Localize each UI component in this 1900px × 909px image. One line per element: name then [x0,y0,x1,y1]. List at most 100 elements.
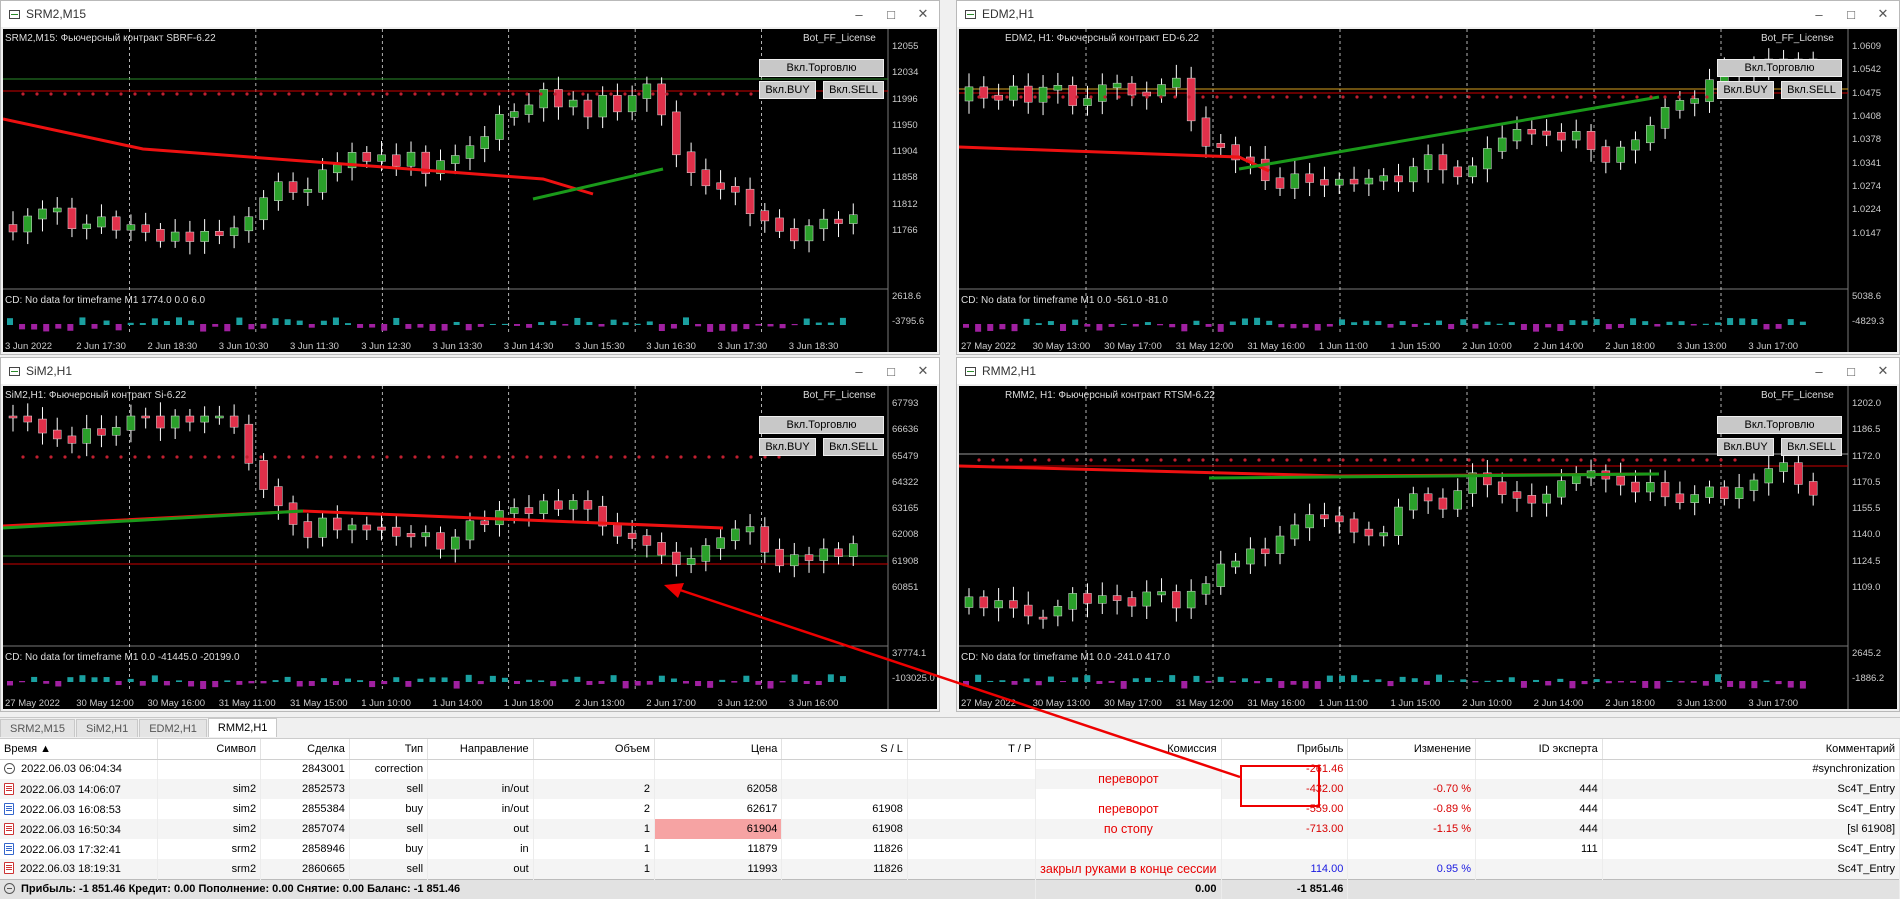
maximize-icon[interactable]: □ [1847,6,1855,22]
tab-sim2-h1[interactable]: SiM2,H1 [76,719,139,737]
close-icon[interactable]: ✕ [1877,363,1889,378]
price-chart[interactable]: EDM2, H1: Фьючерсный контракт ED-6.22 Bo… [959,29,1897,352]
signal-dot [357,455,361,459]
histogram-bar [1484,680,1491,682]
minimize-icon[interactable]: – [855,6,863,22]
close-icon[interactable]: ✕ [917,6,929,21]
histogram-bar [67,324,74,331]
window-titlebar[interactable]: RMM2,H1 – □ ✕ [957,358,1899,384]
table-row[interactable]: 2022.06.03 18:19:31 srm2 2860665 sell ou… [0,859,1900,879]
candle [1512,491,1522,499]
col-time[interactable]: Время ▲ [0,739,158,760]
window-titlebar[interactable]: SRM2,M15 – □ ✕ [1,1,939,27]
col-deal[interactable]: Сделка [260,739,350,760]
enable-buy-button[interactable]: Вкл.BUY [759,438,816,456]
candle [1009,85,1018,101]
signal-dot [1103,95,1107,99]
chart-window-srm2[interactable]: SRM2,M15 – □ ✕ SRM2,M15: Фьючерсный конт… [0,0,940,355]
window-titlebar[interactable]: EDM2,H1 – □ ✕ [957,1,1899,27]
close-icon[interactable]: ✕ [1877,6,1889,21]
col-price[interactable]: Цена [654,739,783,760]
maximize-icon[interactable]: □ [1847,363,1855,379]
window-titlebar[interactable]: SiM2,H1 – □ ✕ [1,358,939,384]
col-type[interactable]: Тип [349,739,429,760]
candle [568,500,578,510]
enable-buy-button[interactable]: Вкл.BUY [1717,438,1774,456]
candle [303,521,313,538]
histogram-bar [1436,320,1443,325]
sell-deal-icon [4,782,14,795]
enable-trading-button[interactable]: Вкл.Торговлю [1717,416,1842,434]
histogram-bar [91,677,98,682]
tab-srm2-m15[interactable]: SRM2,M15 [0,719,76,737]
chart-window-rmm2[interactable]: RMM2,H1 – □ ✕ RMM2, H1: Фьючерсный контр… [956,357,1900,712]
price-chart[interactable]: RMM2, H1: Фьючерсный контракт RTSM-6.22 … [959,386,1897,709]
table-row[interactable]: 2022.06.03 16:50:34 sim2 2857074 sell ou… [0,819,1900,839]
candle [627,532,637,539]
col-profit[interactable]: Прибыль [1221,739,1349,760]
chart-window-sim2[interactable]: SiM2,H1 – □ ✕ SiM2,H1: Фьючерсный контра… [0,357,940,712]
enable-trading-button[interactable]: Вкл.Торговлю [1717,59,1842,77]
enable-sell-button[interactable]: Вкл.SELL [1781,81,1842,99]
enable-trading-button[interactable]: Вкл.Торговлю [759,59,884,77]
enable-trading-button[interactable]: Вкл.Торговлю [759,416,884,434]
candle [583,99,593,118]
enable-sell-button[interactable]: Вкл.SELL [823,438,884,456]
histogram-bar [1254,681,1261,684]
time-tick: 2 Jun 13:00 [575,698,625,709]
minimize-icon[interactable]: – [1815,6,1823,22]
tab-rmm2-h1[interactable]: RMM2,H1 [207,718,278,737]
histogram-bar [405,324,412,329]
table-row[interactable]: 2022.06.03 17:32:41 srm2 2858946 buy in … [0,839,1900,859]
histogram-bar [1508,322,1515,325]
histogram-bar [308,681,315,686]
col-change[interactable]: Изменение [1347,739,1477,760]
candle [1246,548,1255,565]
col-expert-id[interactable]: ID эксперта [1475,739,1603,760]
col-volume[interactable]: Объем [533,739,655,760]
price-tick: 1.0341 [1852,157,1882,169]
histogram-bar [248,324,255,330]
chart-window-edm2[interactable]: EDM2,H1 – □ ✕ EDM2, H1: Фьючерсный контр… [956,0,1900,355]
enable-sell-button[interactable]: Вкл.SELL [823,81,884,99]
close-icon[interactable]: ✕ [917,363,929,378]
col-comment[interactable]: Комментарий [1602,739,1900,760]
table-row[interactable]: 2022.06.03 06:04:34 2843001 correction -… [0,759,1900,779]
col-symbol[interactable]: Символ [157,739,262,760]
histogram-bar [1375,321,1382,325]
table-row[interactable]: 2022.06.03 16:08:53 sim2 2855384 buy in/… [0,799,1900,819]
candle [745,188,755,215]
table-row[interactable]: 2022.06.03 14:06:07 sim2 2852573 sell in… [0,769,1900,799]
enable-sell-button[interactable]: Вкл.SELL [1781,438,1842,456]
signal-dot [231,92,235,96]
candle [1157,84,1166,97]
col-tp[interactable]: T / P [907,739,1037,760]
signal-dot [1131,95,1135,99]
price-tick: 1.0224 [1852,204,1882,216]
tab-edm2-h1[interactable]: EDM2,H1 [139,719,207,737]
enable-buy-button[interactable]: Вкл.BUY [759,81,816,99]
price-chart[interactable]: SiM2,H1: Фьючерсный контракт Si-6.22 Bot… [3,386,937,709]
maximize-icon[interactable]: □ [887,6,895,22]
enable-buy-button[interactable]: Вкл.BUY [1717,81,1774,99]
col-direction[interactable]: Направление [427,739,534,760]
candle [964,596,974,608]
signal-dot [1159,458,1163,462]
histogram-bar [1775,324,1782,329]
candle [244,216,254,232]
signal-dot [1271,458,1275,462]
signal-dot [245,455,249,459]
time-tick: 31 May 11:00 [218,698,276,709]
histogram-bar [695,324,702,327]
price-chart[interactable]: SRM2,M15: Фьючерсный контракт SBRF-6.22 … [3,29,937,352]
histogram-bar [1448,680,1455,682]
candle [804,554,814,561]
signal-dot [427,455,431,459]
candle [539,89,548,109]
maximize-icon[interactable]: □ [887,363,895,379]
minimize-icon[interactable]: – [855,363,863,379]
col-sl[interactable]: S / L [781,739,908,760]
col-commission[interactable]: Комиссия [1035,739,1222,760]
minimize-icon[interactable]: – [1815,363,1823,379]
candle [126,415,136,431]
